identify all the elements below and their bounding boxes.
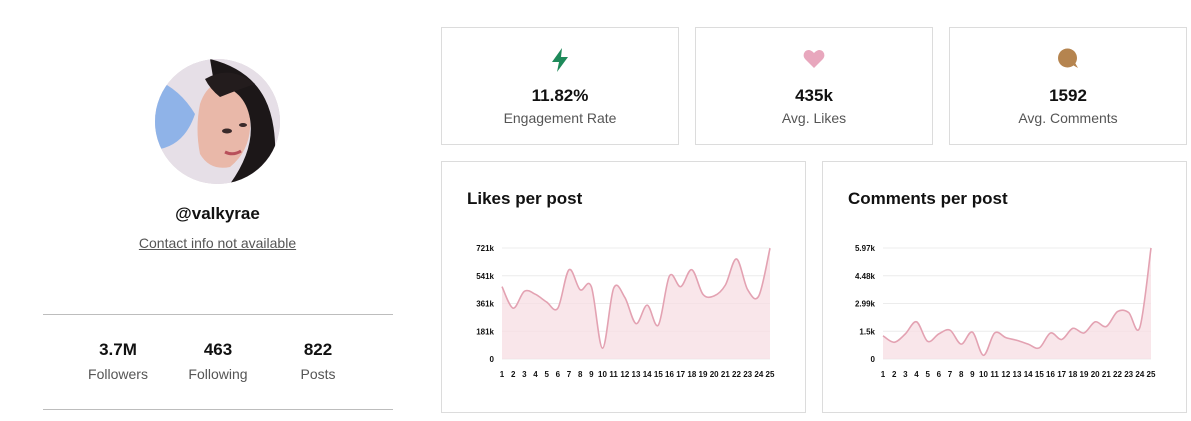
x-tick-label: 19: [699, 370, 708, 379]
x-tick-label: 2: [892, 370, 897, 379]
x-tick-label: 10: [979, 370, 988, 379]
x-tick-label: 11: [609, 370, 618, 379]
x-tick-label: 10: [598, 370, 607, 379]
stat-label: Followers: [88, 366, 148, 382]
avg-likes-value: 435k: [795, 86, 833, 105]
stat-following: 463 Following: [168, 340, 268, 382]
x-tick-label: 24: [1135, 370, 1144, 379]
x-tick-label: 14: [1024, 370, 1033, 379]
x-tick-label: 17: [676, 370, 685, 379]
x-tick-label: 21: [721, 370, 730, 379]
x-tick-label: 21: [1102, 370, 1111, 379]
contact-info-link[interactable]: Contact info not available: [138, 235, 297, 251]
avg-likes-label: Avg. Likes: [781, 110, 847, 126]
x-tick-label: 13: [1013, 370, 1022, 379]
x-tick-label: 9: [589, 370, 594, 379]
comments-per-post-card: Comments per post 5.97k 4.48k 2.99k 1.5k 0 1 2…: [822, 161, 1187, 413]
x-tick-label: 8: [959, 370, 964, 379]
x-tick-label: 17: [1057, 370, 1066, 379]
x-tick-label: 12: [1001, 370, 1010, 379]
avg-comments-value: 1592: [1049, 86, 1087, 105]
x-tick-label: 16: [665, 370, 674, 379]
x-tick-label: 7: [567, 370, 572, 379]
stat-posts: 822 Posts: [268, 340, 368, 382]
y-tick-label: 361k: [476, 300, 494, 309]
heart-icon: [696, 48, 932, 72]
x-tick-label: 20: [710, 370, 719, 379]
y-tick-label: 721k: [476, 244, 494, 253]
stat-label: Following: [188, 366, 248, 382]
y-tick-label: 541k: [476, 272, 494, 281]
y-tick-label: 0: [490, 355, 495, 364]
x-tick-label: 18: [1068, 370, 1077, 379]
x-tick-label: 24: [754, 370, 763, 379]
stat-followers: 3.7M Followers: [68, 340, 168, 382]
x-tick-label: 5: [544, 370, 549, 379]
chart-title: Comments per post: [848, 189, 1008, 208]
series-area: [883, 248, 1151, 359]
x-tick-label: 15: [1035, 370, 1044, 379]
lightning-icon: [442, 48, 678, 72]
stat-label: Posts: [300, 366, 336, 382]
x-tick-label: 18: [687, 370, 696, 379]
x-tick-label: 23: [743, 370, 752, 379]
likes-per-post-card: Likes per post 721k 541k 361k 181k 0 1 2 3 4 5 6 7 8…: [441, 161, 806, 413]
x-tick-label: 6: [937, 370, 942, 379]
x-tick-label: 25: [1147, 370, 1156, 379]
x-tick-label: 1: [500, 370, 505, 379]
avg-comments-label: Avg. Comments: [1018, 110, 1118, 126]
x-tick-label: 11: [990, 370, 999, 379]
engagement-rate-card: 11.82% Engagement Rate: [441, 27, 679, 145]
x-tick-label: 6: [556, 370, 561, 379]
avg-likes-card: 435k Avg. Likes: [695, 27, 933, 145]
x-tick-label: 12: [620, 370, 629, 379]
profile-handle: @valkyrae: [175, 204, 260, 223]
stat-value: 463: [203, 340, 233, 359]
x-tick-label: 23: [1124, 370, 1133, 379]
avatar[interactable]: [155, 59, 280, 184]
y-tick-label: 181k: [476, 327, 494, 336]
y-tick-label: 5.97k: [855, 244, 876, 253]
engagement-rate-label: Engagement Rate: [503, 110, 617, 126]
contact-info[interactable]: Contact info not available: [0, 235, 435, 251]
divider: [43, 314, 393, 315]
series-area: [502, 248, 770, 359]
x-tick-label: 25: [766, 370, 775, 379]
x-tick-label: 9: [970, 370, 975, 379]
x-tick-label: 22: [1113, 370, 1122, 379]
profile-panel: @valkyrae Contact info not available 3.7…: [0, 0, 435, 421]
series-line: [882, 247, 1152, 357]
x-tick-label: 14: [643, 370, 652, 379]
x-tick-label: 19: [1080, 370, 1089, 379]
x-tick-label: 8: [578, 370, 583, 379]
stat-value: 822: [303, 340, 333, 359]
x-tick-label: 7: [948, 370, 953, 379]
chart-title: Likes per post: [467, 189, 583, 208]
stat-value: 3.7M: [99, 340, 137, 359]
x-tick-label: 22: [732, 370, 741, 379]
x-tick-label: 1: [881, 370, 886, 379]
x-tick-label: 3: [903, 370, 908, 379]
y-tick-label: 1.5k: [859, 327, 875, 336]
x-tick-label: 3: [522, 370, 527, 379]
avg-comments-card: 1592 Avg. Comments: [949, 27, 1187, 145]
x-tick-label: 2: [511, 370, 516, 379]
x-tick-label: 13: [632, 370, 641, 379]
y-tick-label: 0: [871, 355, 876, 364]
engagement-rate-value: 11.82%: [531, 86, 589, 105]
comment-bubble-icon: [950, 48, 1186, 72]
x-tick-label: 20: [1091, 370, 1100, 379]
x-tick-label: 15: [654, 370, 663, 379]
y-tick-label: 4.48k: [855, 272, 876, 281]
divider: [43, 409, 393, 410]
x-tick-label: 4: [533, 370, 538, 379]
x-tick-label: 16: [1046, 370, 1055, 379]
x-tick-label: 4: [914, 370, 919, 379]
series-line: [501, 247, 771, 350]
x-tick-label: 5: [925, 370, 930, 379]
y-tick-label: 2.99k: [855, 300, 876, 309]
